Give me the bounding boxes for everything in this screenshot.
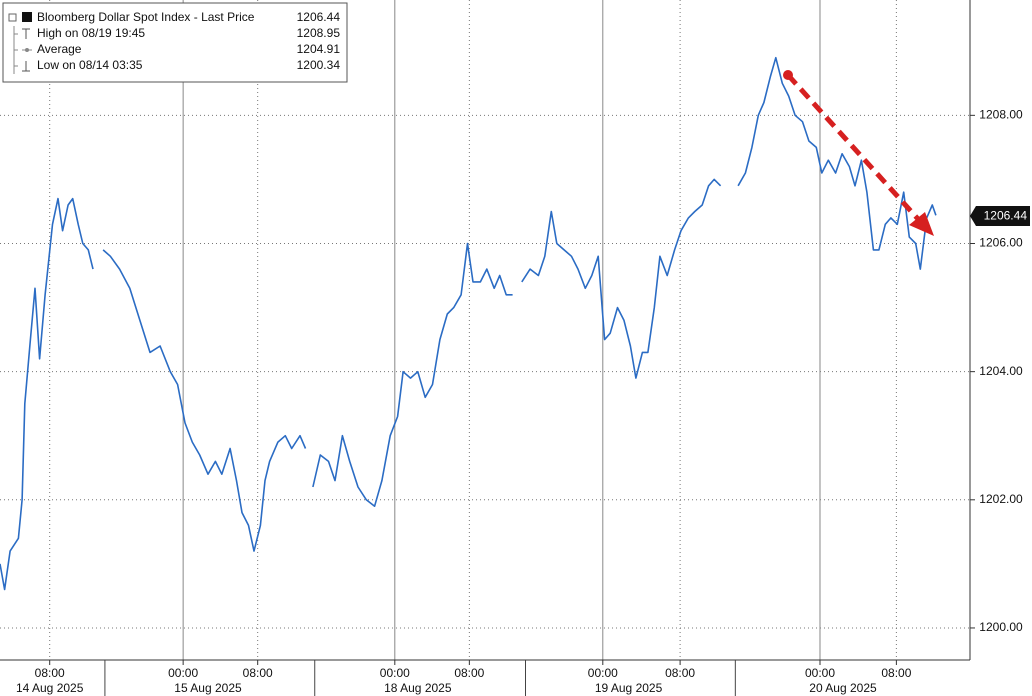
x-tick-label: 00:00 [805, 666, 835, 680]
x-tick-label: 08:00 [35, 666, 65, 680]
last-price-box [970, 206, 1030, 226]
arrow-line [786, 73, 920, 221]
legend-toggle [8, 13, 17, 22]
legend-swatch [22, 12, 32, 22]
last-price-label: 1206.44 [984, 209, 1028, 223]
x-tick-label: 08:00 [454, 666, 484, 680]
grid [0, 0, 970, 660]
legend-label: High on 08/19 19:45 [37, 26, 145, 40]
x-tick-label: 08:00 [881, 666, 911, 680]
arrow-start [783, 70, 793, 80]
x-date-label: 19 Aug 2025 [595, 681, 663, 695]
legend-tree [13, 26, 18, 74]
legend-label: Average [37, 42, 82, 56]
x-tick-label: 08:00 [243, 666, 273, 680]
x-tick-label: 08:00 [665, 666, 695, 680]
legend-box [2, 2, 348, 83]
y-tick-label: 1208.00 [979, 108, 1023, 122]
y-tick-label: 1204.00 [979, 364, 1023, 378]
legend: Bloomberg Dollar Spot Index - Last Price… [2, 2, 348, 83]
legend-label: Low on 08/14 03:35 [37, 58, 143, 72]
legend-value: 1204.91 [297, 42, 341, 56]
x-tick-label: 00:00 [168, 666, 198, 680]
low-icon [22, 61, 30, 72]
legend-label: Bloomberg Dollar Spot Index - Last Price [37, 10, 255, 24]
average-icon-dot [25, 48, 29, 52]
high-icon [22, 28, 30, 39]
legend-value: 1200.34 [297, 58, 341, 72]
y-tick-label: 1206.00 [979, 236, 1023, 250]
last-price-tag: 1206.44 [970, 206, 1030, 226]
price-line [0, 56, 937, 591]
legend-value: 1208.95 [297, 26, 341, 40]
arrow-head [909, 212, 934, 236]
x-date-label: 15 Aug 2025 [174, 681, 242, 695]
plot-area [0, 56, 937, 591]
x-tick-label: 00:00 [380, 666, 410, 680]
x-date-label: 20 Aug 2025 [809, 681, 877, 695]
x-date-label: 18 Aug 2025 [384, 681, 452, 695]
x-tick-label: 00:00 [588, 666, 618, 680]
trend-arrow [783, 70, 934, 236]
x-date-label: 14 Aug 2025 [16, 681, 84, 695]
y-tick-label: 1200.00 [979, 620, 1023, 634]
y-tick-label: 1202.00 [979, 492, 1023, 506]
legend-value: 1206.44 [297, 10, 341, 24]
